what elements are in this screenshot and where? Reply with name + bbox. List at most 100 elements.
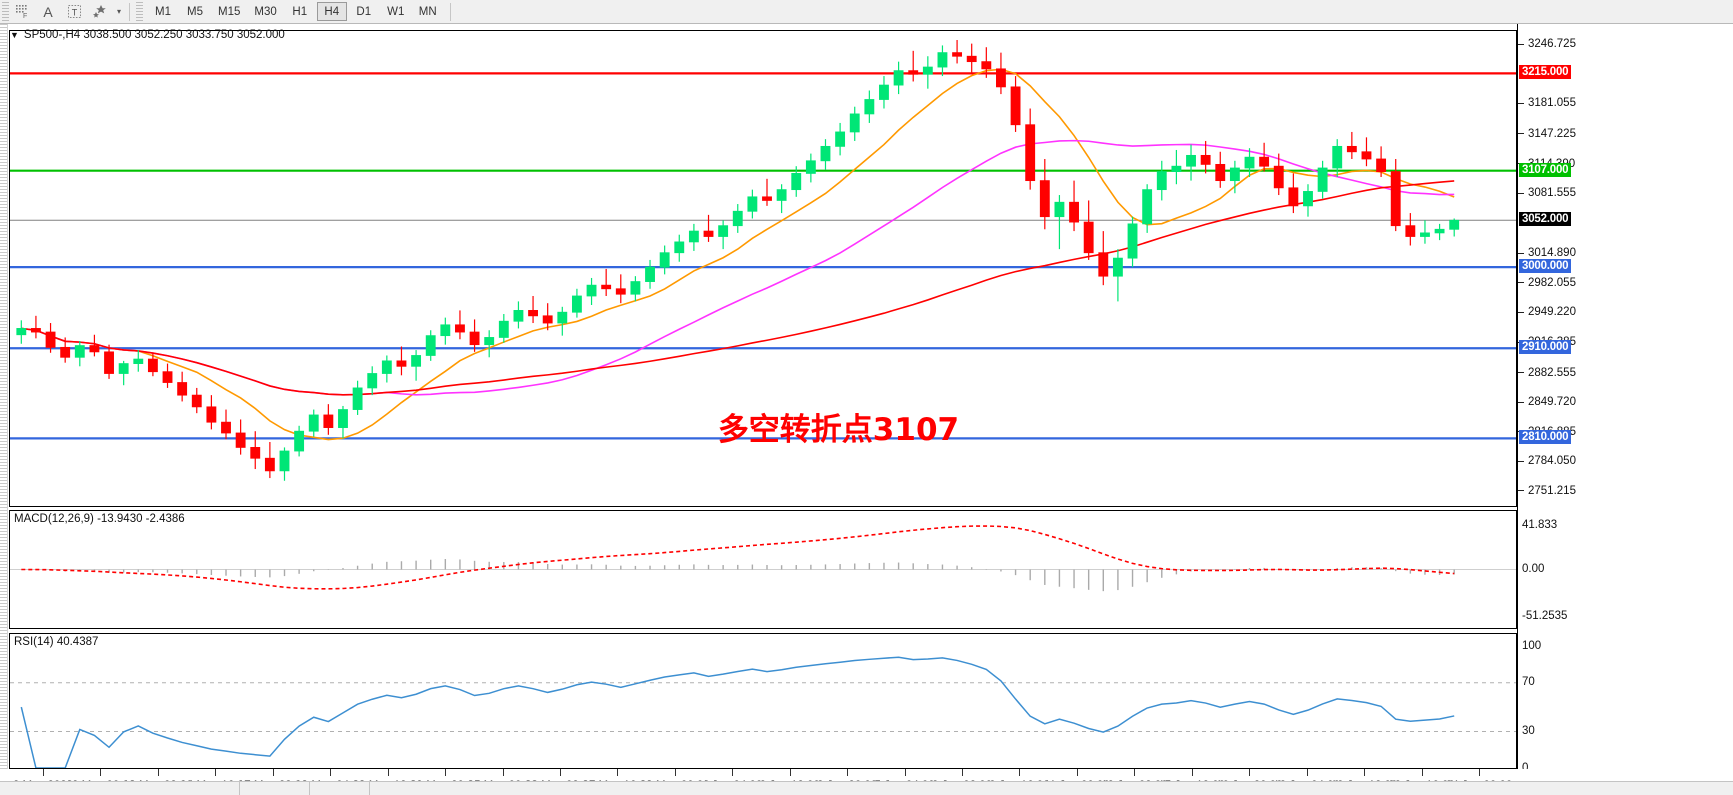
rsi-tick: 70 [1518, 676, 1733, 689]
text-box-icon[interactable]: T [61, 1, 87, 23]
price-tick: 2784.050 [1518, 455, 1733, 468]
rsi-tick-label: 70 [1522, 676, 1535, 689]
timeframe-grip[interactable] [136, 1, 143, 22]
candle [338, 405, 348, 439]
time-tick-mark [1421, 769, 1423, 776]
candle [864, 90, 875, 123]
candle [791, 166, 802, 197]
candle [674, 234, 685, 262]
time-tick-mark [100, 769, 102, 776]
chart-annotation: 多空转折点3107 [717, 411, 960, 448]
price-level-badge-3215.000[interactable]: 3215.000 [1519, 65, 1572, 80]
rsi-tick-label: 100 [1522, 639, 1542, 652]
candle [455, 310, 465, 340]
toolbar-grip[interactable] [2, 1, 9, 22]
macd-panel[interactable]: MACD(12,26,9) -13.9430 -2.4386 [9, 510, 1517, 629]
time-tick-mark [1191, 769, 1193, 776]
rsi-tick-label: 30 [1522, 724, 1535, 737]
candle [1039, 158, 1050, 230]
time-tick-mark [43, 769, 44, 776]
text-label-glyph: A [43, 3, 53, 20]
tick-dash [1518, 43, 1524, 45]
candle [1449, 218, 1460, 237]
timeframe-m5[interactable]: M5 [187, 5, 203, 18]
candle [571, 288, 582, 318]
time-tick-mark [617, 769, 619, 776]
candle [1200, 140, 1211, 174]
dropdown-caret-icon[interactable]: ▾ [116, 7, 121, 16]
candle [381, 355, 392, 383]
candle [133, 350, 144, 372]
candle [1171, 149, 1182, 185]
time-tick-mark [789, 769, 791, 776]
candle [191, 387, 202, 414]
macd-tick: 0.00 [1518, 563, 1733, 576]
symbol-ohlc-text: SP500-,H4 3038.500 3052.250 3033.750 305… [23, 29, 285, 41]
candle [513, 301, 524, 329]
candle [718, 220, 729, 250]
grid-f-icon[interactable]: F [9, 1, 35, 23]
candle [1229, 160, 1240, 194]
rsi-plot [10, 656, 1516, 768]
price-level-badge-3107.000[interactable]: 3107.000 [1519, 162, 1572, 177]
tick-dash [1518, 133, 1524, 135]
tick-dash [1518, 490, 1524, 492]
symbol-header: ▼ SP500-,H4 3038.500 3052.250 3033.750 3… [10, 29, 285, 41]
candle [966, 43, 977, 73]
candle [645, 259, 655, 289]
candle [1376, 146, 1387, 178]
chart-left-grip[interactable] [0, 24, 8, 769]
timeframe-m1[interactable]: M1 [155, 5, 171, 18]
price-level-badge-2810.000[interactable]: 2810.000 [1519, 430, 1572, 445]
candle [762, 178, 772, 206]
candle [835, 122, 846, 156]
price-level-badge-3052.000[interactable]: 3052.000 [1519, 212, 1572, 227]
candle [235, 419, 246, 455]
price-tick: 3181.055 [1518, 97, 1733, 110]
objects-icon[interactable] [87, 1, 113, 23]
price-tick-label: 2784.050 [1528, 455, 1576, 468]
candle [1288, 173, 1299, 214]
candle [601, 268, 612, 296]
candle [659, 245, 670, 275]
macd-tick-label: -51.2535 [1522, 609, 1568, 622]
timeframe-w1[interactable]: W1 [387, 5, 405, 18]
status-segment-2 [240, 782, 310, 795]
time-tick-mark [387, 769, 389, 776]
candle [498, 314, 509, 343]
time-tick-mark [962, 769, 964, 776]
price-level-badge-3000.000[interactable]: 3000.000 [1519, 259, 1572, 274]
candle [221, 409, 231, 440]
candle [820, 139, 831, 170]
candle [1273, 153, 1284, 196]
rsi-tick: 30 [1518, 724, 1733, 737]
macd-tick-label: 41.833 [1522, 518, 1558, 531]
price-tick-label: 3181.055 [1528, 97, 1576, 110]
rsi-tick-label: 0 [1522, 761, 1529, 774]
timeframe-group: M1 M5 M15 M30 H1 H4 D1 W1 MN [147, 2, 444, 21]
timeframe-d1[interactable]: D1 [356, 5, 372, 18]
macd-tick: 41.833 [1518, 518, 1733, 531]
price-level-badge-2910.000[interactable]: 2910.000 [1519, 340, 1572, 355]
candle [1069, 180, 1079, 232]
time-tick-mark [330, 769, 332, 776]
candle [1346, 131, 1357, 159]
rsi-panel[interactable]: RSI(14) 40.4387 [9, 633, 1517, 769]
symbol-collapse-icon[interactable]: ▼ [10, 30, 19, 40]
candle [89, 334, 100, 357]
price-tick-label: 3147.225 [1528, 127, 1576, 140]
candle [469, 319, 480, 352]
timeframe-m30[interactable]: M30 [254, 5, 277, 18]
timeframe-h4[interactable]: H4 [316, 2, 347, 21]
price-tick-label: 3014.890 [1528, 247, 1576, 260]
status-bar [0, 781, 1733, 795]
price-tick-label: 2949.220 [1528, 306, 1576, 319]
text-label-icon[interactable]: A [35, 1, 61, 23]
price-axis[interactable]: 3246.7253181.0553147.2253114.3903081.555… [1517, 24, 1733, 774]
timeframe-m15[interactable]: M15 [218, 5, 241, 18]
timeframe-h1[interactable]: H1 [292, 5, 308, 18]
price-panel[interactable]: 多空转折点3107 [9, 30, 1517, 507]
macd-tick: -51.2535 [1518, 609, 1733, 622]
timeframe-mn[interactable]: MN [418, 5, 437, 18]
price-tick-label: 2882.555 [1528, 366, 1576, 379]
